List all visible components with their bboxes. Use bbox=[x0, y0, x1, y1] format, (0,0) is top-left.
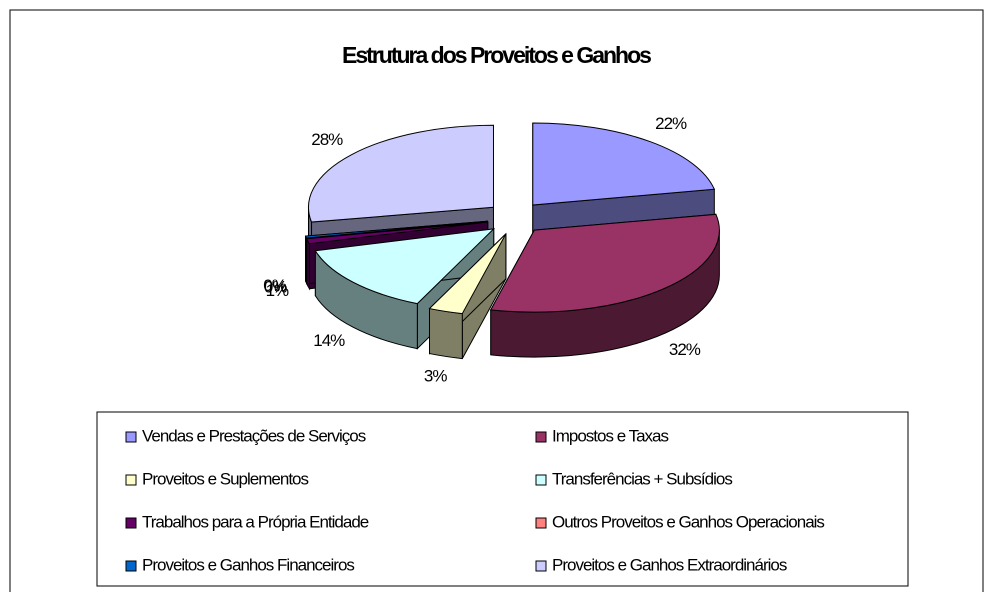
legend-label: Transferências + Subsídios bbox=[552, 469, 732, 488]
legend-label: Outros Proveitos e Ganhos Operacionais bbox=[552, 512, 824, 531]
slice bbox=[532, 122, 716, 206]
slice bbox=[314, 228, 496, 305]
slice bbox=[305, 221, 488, 245]
data-label: 1% bbox=[266, 281, 289, 300]
legend-swatch bbox=[535, 560, 547, 572]
slice bbox=[304, 220, 488, 239]
legend-swatch bbox=[125, 517, 137, 529]
legend-label: Vendas e Prestações de Serviços bbox=[142, 426, 366, 445]
slice-wall bbox=[306, 238, 310, 291]
slice-wall bbox=[429, 307, 463, 360]
legend-box bbox=[96, 411, 909, 587]
data-label: 0% bbox=[264, 277, 287, 296]
legend-swatch bbox=[125, 431, 137, 443]
data-label: 28% bbox=[311, 130, 343, 149]
legend-label: Proveitos e Suplementos bbox=[142, 469, 308, 488]
legend-label: Trabalhos para a Própria Entidade bbox=[142, 512, 369, 531]
legend-label: Impostos e Taxas bbox=[552, 426, 668, 445]
legend-swatch bbox=[125, 474, 137, 486]
data-label: 3% bbox=[424, 367, 447, 386]
chart-title: Estrutura dos Proveitos e Ganhos bbox=[342, 42, 651, 68]
data-label: 14% bbox=[313, 331, 345, 350]
legend-swatch bbox=[535, 474, 547, 486]
legend-label: Proveitos e Ganhos Financeiros bbox=[142, 555, 354, 574]
data-label: 22% bbox=[655, 114, 687, 133]
data-label: 32% bbox=[669, 340, 701, 359]
data-label: 0% bbox=[263, 276, 286, 295]
legend-label: Proveitos e Ganhos Extraordinários bbox=[552, 555, 787, 574]
slice bbox=[428, 233, 507, 315]
slice bbox=[307, 124, 494, 223]
legend-swatch bbox=[125, 560, 137, 572]
legend-swatch bbox=[535, 431, 547, 443]
slice bbox=[489, 213, 720, 313]
legend-swatch bbox=[535, 517, 547, 529]
